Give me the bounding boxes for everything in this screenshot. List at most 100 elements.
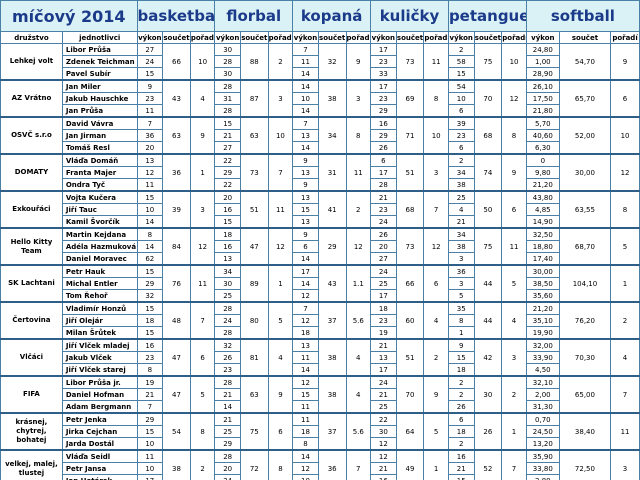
performance-cell[interactable]: 24 [370,215,397,229]
team-name-cell[interactable]: SK Lachtani [0,264,63,303]
sum-cell[interactable]: 30,00 [558,153,612,192]
performance-cell[interactable]: 25 [370,400,397,414]
performance-cell[interactable]: 16 [370,116,397,130]
player-name-cell[interactable]: Jan Miler [61,79,138,93]
performance-cell[interactable]: 23 [370,203,397,216]
col-header-perf[interactable]: výkon [525,31,560,44]
team-name-cell[interactable]: Exkouřáci [0,190,63,229]
sum-cell[interactable]: 70 [395,375,425,414]
performance-cell[interactable]: 13 [370,351,397,364]
performance-cell[interactable]: 24 [136,55,164,68]
performance-cell[interactable]: 21,20 [525,178,560,192]
performance-cell[interactable]: 7 [292,301,319,315]
performance-cell[interactable]: 28 [214,326,241,340]
performance-cell[interactable]: 18 [370,301,397,315]
performance-cell[interactable]: 21,80 [525,104,560,118]
performance-cell[interactable]: 26 [370,227,397,241]
performance-cell[interactable]: 4,85 [525,203,560,216]
rank-cell[interactable]: 6 [501,190,527,229]
performance-cell[interactable]: 38 [447,240,475,253]
performance-cell[interactable]: 15 [136,425,164,438]
player-name-cell[interactable]: Michal Entler [61,277,138,290]
performance-cell[interactable]: 15 [214,215,241,229]
sport-header[interactable]: basketbal [136,0,216,32]
rank-cell[interactable]: 1 [610,264,640,303]
performance-cell[interactable]: 18 [292,326,319,340]
rank-cell[interactable]: 5 [610,227,640,266]
performance-cell[interactable]: 29 [370,104,397,118]
sum-cell[interactable]: 47 [239,227,269,266]
performance-cell[interactable]: 25 [370,277,397,290]
sum-cell[interactable]: 70 [473,79,503,118]
performance-cell[interactable]: 23 [214,363,241,377]
team-name-cell[interactable]: AZ Vrátno [0,79,63,118]
rank-cell[interactable]: 3 [610,449,640,480]
rank-cell[interactable]: 7 [501,449,527,480]
performance-cell[interactable]: 22 [214,178,241,192]
performance-cell[interactable]: 35,90 [525,449,560,463]
sum-cell[interactable]: 38 [317,375,347,414]
performance-cell[interactable]: 14 [292,277,319,290]
player-name-cell[interactable]: Tom Řehoř [61,289,138,303]
rank-cell[interactable]: 1.1 [345,264,372,303]
performance-cell[interactable]: 20 [136,141,164,155]
performance-cell[interactable]: 17,40 [525,252,560,266]
performance-cell[interactable]: 13 [292,338,319,352]
sum-cell[interactable]: 89 [239,264,269,303]
sum-cell[interactable]: 51 [395,153,425,192]
performance-cell[interactable]: 58 [447,55,475,68]
performance-cell[interactable]: 23 [370,55,397,68]
player-name-cell[interactable]: Milan Šrůtek [61,326,138,340]
performance-cell[interactable]: 4,50 [525,363,560,377]
performance-cell[interactable]: 31 [214,92,241,105]
rank-cell[interactable]: 9 [267,375,294,414]
performance-cell[interactable]: 13 [292,190,319,204]
sum-cell[interactable]: 42 [473,338,503,377]
rank-cell[interactable]: 12 [267,227,294,266]
rank-cell[interactable]: 1 [501,412,527,451]
rank-cell[interactable]: 9 [610,43,640,81]
performance-cell[interactable]: 6 [292,240,319,253]
sum-cell[interactable]: 36 [162,153,191,192]
player-name-cell[interactable]: Zdenek Teichman [61,55,138,68]
sum-cell[interactable]: 34 [317,116,347,155]
sum-cell[interactable]: 80 [239,301,269,340]
player-name-cell[interactable]: Ondra Tyč [61,178,138,192]
player-name-cell[interactable]: Tomáš Resl [61,141,138,155]
performance-cell[interactable]: 21 [370,388,397,401]
performance-cell[interactable]: 18 [447,363,475,377]
performance-cell[interactable]: 13 [292,215,319,229]
col-header-rank[interactable]: pořadí [610,31,640,44]
sum-cell[interactable]: 65,70 [558,79,612,118]
team-name-cell[interactable]: FIFA [0,375,63,414]
performance-cell[interactable]: 33,80 [525,462,560,475]
performance-cell[interactable]: 12 [136,166,164,179]
col-header-player[interactable]: jednotlivci [61,31,138,44]
performance-cell[interactable]: 32,10 [525,375,560,389]
rank-cell[interactable]: 6 [610,79,640,118]
performance-cell[interactable]: 7 [136,116,164,130]
performance-cell[interactable]: 8 [292,437,319,451]
sum-cell[interactable]: 43 [162,79,191,118]
sum-cell[interactable]: 51 [395,338,425,377]
col-header-rank[interactable]: pořadí [423,31,449,44]
sum-cell[interactable]: 84 [162,227,191,266]
player-name-cell[interactable]: Petr Jansa [61,462,138,475]
performance-cell[interactable]: 1,00 [525,55,560,68]
performance-cell[interactable]: 29 [136,277,164,290]
sum-cell[interactable]: 75 [473,43,503,81]
performance-cell[interactable]: 8 [136,363,164,377]
performance-cell[interactable]: 14 [292,104,319,118]
col-header-rank[interactable]: pořadí [501,31,527,44]
sum-cell[interactable]: 52,00 [558,116,612,155]
rank-cell[interactable]: 4 [423,301,449,340]
rank-cell[interactable]: 7 [345,449,372,480]
performance-cell[interactable]: 10 [447,92,475,105]
sum-cell[interactable]: 37 [317,412,347,451]
performance-cell[interactable]: 30 [214,43,241,56]
performance-cell[interactable]: 6,30 [525,141,560,155]
performance-cell[interactable]: 2 [447,375,475,389]
performance-cell[interactable]: 33,90 [525,351,560,364]
performance-cell[interactable]: 15 [136,190,164,204]
sum-cell[interactable]: 72 [239,449,269,480]
